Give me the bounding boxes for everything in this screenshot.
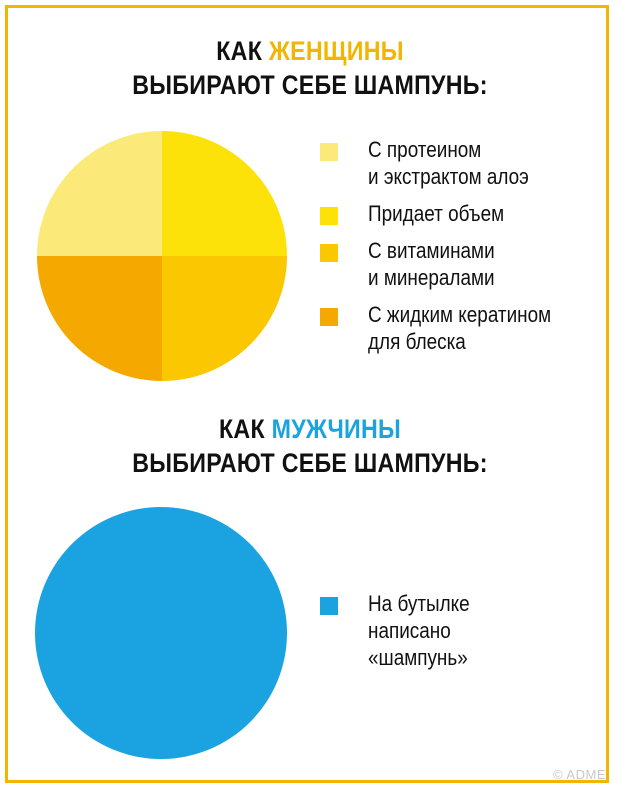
legend-label-line: и экстрактом алоэ bbox=[368, 164, 529, 189]
women-chart-title: КАК ЖЕНЩИНЫ ВЫБИРАЮТ СЕБЕ ШАМПУНЬ: bbox=[43, 34, 576, 102]
pie-slice-0-2 bbox=[162, 256, 287, 381]
women-title-line2: ВЫБИРАЮТ СЕБЕ ШАМПУНЬ: bbox=[132, 70, 488, 100]
legend-label: Придает объем bbox=[368, 200, 504, 227]
women-title-highlight: ЖЕНЩИНЫ bbox=[268, 36, 404, 66]
men-title-line1: КАК МУЖЧИНЫ bbox=[43, 412, 576, 446]
legend-label-line: На бутылке bbox=[368, 591, 470, 616]
page-frame bbox=[5, 5, 609, 783]
men-chart-title: КАК МУЖЧИНЫ ВЫБИРАЮТ СЕБЕ ШАМПУНЬ: bbox=[43, 412, 576, 480]
legend-label-line: написано bbox=[368, 618, 451, 643]
legend-item: С протеином и экстрактом алоэ bbox=[320, 136, 581, 190]
pie-slice-0-0 bbox=[37, 131, 162, 256]
men-title-highlight: МУЖЧИНЫ bbox=[271, 414, 401, 444]
watermark: © ADME bbox=[552, 767, 606, 782]
legend-item: С жидким кератином для блеска bbox=[320, 301, 581, 355]
legend-label-line: Придает объем bbox=[368, 201, 505, 226]
legend-label-line: С витаминами bbox=[368, 238, 495, 263]
legend-swatch bbox=[320, 308, 338, 326]
women-legend: С протеином и экстрактом алоэ Придает объе… bbox=[320, 136, 581, 365]
legend-label: На бутылке написано «шампунь» bbox=[368, 590, 470, 671]
men-legend: На бутылке написано «шампунь» bbox=[320, 590, 486, 681]
legend-label-line: С протеином bbox=[368, 137, 482, 162]
men-title-line2: ВЫБИРАЮТ СЕБЕ ШАМПУНЬ: bbox=[132, 448, 488, 478]
legend-label-line: для блеска bbox=[368, 329, 466, 354]
women-title-prefix: КАК bbox=[216, 36, 263, 66]
women-title-line1: КАК ЖЕНЩИНЫ bbox=[43, 34, 576, 68]
legend-label-line: «шампунь» bbox=[368, 645, 468, 670]
men-title-prefix: КАК bbox=[219, 414, 265, 444]
legend-label: С жидким кератином для блеска bbox=[368, 301, 551, 355]
pie-slice-0-3 bbox=[37, 256, 162, 381]
legend-item: На бутылке написано «шампунь» bbox=[320, 590, 486, 671]
legend-label: С витаминами и минералами bbox=[368, 237, 495, 291]
men-pie-chart bbox=[35, 507, 287, 759]
legend-label: С протеином и экстрактом алоэ bbox=[368, 136, 529, 190]
legend-label-line: и минералами bbox=[368, 265, 495, 290]
legend-swatch bbox=[320, 207, 338, 225]
legend-item: С витаминами и минералами bbox=[320, 237, 581, 291]
pie-slice-0-1 bbox=[162, 131, 287, 256]
women-pie-chart bbox=[37, 131, 287, 381]
legend-swatch bbox=[320, 244, 338, 262]
legend-swatch bbox=[320, 143, 338, 161]
legend-swatch bbox=[320, 597, 338, 615]
legend-label-line: С жидким кератином bbox=[368, 302, 552, 327]
pie-slice-1-0 bbox=[35, 507, 287, 759]
legend-item: Придает объем bbox=[320, 200, 581, 227]
